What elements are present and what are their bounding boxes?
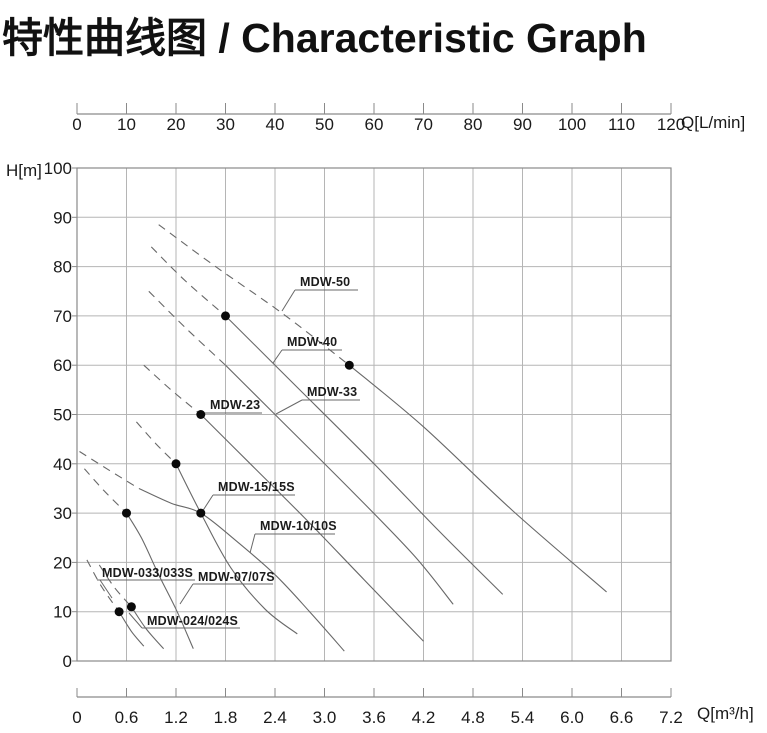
axis-top-tick-label: 30 bbox=[216, 115, 235, 134]
pump-curve-dashed-MDW-15/15S bbox=[135, 421, 177, 465]
axis-left-tick-label: 80 bbox=[53, 258, 72, 277]
axis-bottom-unit-label: Q[m³/h] bbox=[697, 704, 754, 723]
duty-points bbox=[114, 311, 354, 617]
duty-point-MDW-07/07S bbox=[122, 508, 131, 518]
pump-curve-solid-MDW-15/15S bbox=[175, 463, 298, 635]
plot-grid bbox=[76, 167, 672, 662]
axis-bottom-tick-label: 7.2 bbox=[659, 708, 683, 727]
pump-curve-dashed-MDW-23 bbox=[143, 364, 202, 415]
curve-label-MDW-15/15S: MDW-15/15S bbox=[218, 480, 295, 494]
pump-curve-dashed-MDW-07/07S bbox=[83, 468, 127, 514]
curve-labels: MDW-50 MDW-40 MDW-33 MDW-23 MDW-15/15S MDW-10… bbox=[97, 275, 360, 629]
label-leader-MDW-15/15S bbox=[201, 494, 214, 513]
axis-top-tick-label: 40 bbox=[266, 115, 285, 134]
pump-curve-dashed-MDW-50 bbox=[158, 224, 350, 366]
axis-bottom-tick-label: 3.0 bbox=[313, 708, 337, 727]
axis-bottom-tick-label: 6.6 bbox=[610, 708, 634, 727]
duty-point-MDW-024/024S bbox=[114, 607, 124, 617]
axis-bottom-tick-label: 3.6 bbox=[362, 708, 386, 727]
duty-point-MDW-50 bbox=[344, 360, 354, 370]
axis-left-tick-label: 30 bbox=[53, 504, 72, 523]
axis-bottom-tick-label: 1.8 bbox=[214, 708, 238, 727]
axis-top-tick-label: 60 bbox=[365, 115, 384, 134]
axis-bottom-tick-label: 1.2 bbox=[164, 708, 188, 727]
axis-top-tick-label: 120 bbox=[657, 115, 685, 134]
axis-top-tick-label: 0 bbox=[72, 115, 81, 134]
axis-left-tick-label: 60 bbox=[53, 356, 72, 375]
pump-curves bbox=[79, 224, 607, 652]
pump-curve-solid-MDW-33 bbox=[225, 364, 454, 605]
pump-curve-dashed-MDW-033/033S bbox=[98, 564, 132, 608]
axis-left-tick-label: 50 bbox=[53, 406, 72, 425]
axis-top-tick-label: 90 bbox=[513, 115, 532, 134]
pump-curve-solid-MDW-40 bbox=[225, 315, 504, 595]
axis-top-tick-label: 70 bbox=[414, 115, 433, 134]
axis-top-tick-label: 80 bbox=[464, 115, 483, 134]
curve-label-MDW-50: MDW-50 bbox=[300, 275, 350, 289]
label-leader-MDW-024/024S bbox=[128, 612, 143, 629]
label-leader-MDW-50 bbox=[281, 289, 296, 312]
page-title: 特性曲线图 / Characteristic Graph bbox=[2, 15, 647, 61]
pump-curve-dashed-MDW-40 bbox=[150, 246, 226, 317]
pump-curve-solid-MDW-10/10S bbox=[138, 487, 345, 652]
label-leader-MDW-10/10S bbox=[249, 533, 256, 554]
axis-left-tick-label: 40 bbox=[53, 455, 72, 474]
duty-point-MDW-23 bbox=[196, 410, 206, 419]
pump-curve-solid-MDW-50 bbox=[348, 364, 607, 593]
curve-label-MDW-33: MDW-33 bbox=[307, 385, 357, 399]
pump-curve-dashed-MDW-33 bbox=[148, 290, 226, 366]
axis-bottom-tick-label: 0.6 bbox=[115, 708, 139, 727]
duty-point-MDW-033/033S bbox=[126, 602, 136, 612]
axis-top-tick-label: 10 bbox=[117, 115, 136, 134]
axis-left-unit-label: H[m] bbox=[6, 161, 42, 180]
axis-bottom-tick-label: 4.8 bbox=[461, 708, 485, 727]
curve-label-MDW-07/07S: MDW-07/07S bbox=[198, 570, 275, 584]
duty-point-MDW-40 bbox=[221, 311, 230, 321]
axis-bottom-tick-label: 0 bbox=[72, 708, 81, 727]
axis-bottom: Q[m³/h] 0 0.6 1.2 1.8 2.4 3.0 3.6 4.2 4.8 5.4 6.0 6… bbox=[72, 688, 754, 727]
axis-top-tick-label: 100 bbox=[558, 115, 586, 134]
pump-curve-solid-MDW-23 bbox=[200, 414, 424, 642]
pump-curve-solid-MDW-033/033S bbox=[130, 606, 165, 650]
label-leader-MDW-33 bbox=[275, 399, 303, 415]
axis-left-tick-label: 10 bbox=[53, 603, 72, 622]
axis-left-tick-label: 20 bbox=[53, 553, 72, 572]
label-leader-MDW-40 bbox=[272, 349, 283, 364]
curve-label-MDW-10/10S: MDW-10/10S bbox=[260, 519, 337, 533]
curve-label-MDW-024/024S: MDW-024/024S bbox=[147, 614, 238, 628]
axis-bottom-tick-label: 5.4 bbox=[511, 708, 535, 727]
axis-top-unit-label: Q[L/min] bbox=[681, 113, 745, 132]
pump-curve-dashed-MDW-024/024S bbox=[86, 559, 120, 613]
axis-left-tick-label: 90 bbox=[53, 208, 72, 227]
curve-label-MDW-40: MDW-40 bbox=[287, 335, 337, 349]
duty-point-MDW-15/15S bbox=[171, 459, 181, 469]
curve-label-MDW-033/033S: MDW-033/033S bbox=[102, 566, 193, 580]
pump-curve-solid-MDW-024/024S bbox=[118, 611, 145, 647]
axis-top-tick-label: 110 bbox=[608, 115, 635, 134]
axis-top-tick-label: 20 bbox=[167, 115, 186, 134]
duty-point-MDW-10/10S bbox=[196, 508, 206, 518]
axis-bottom-tick-label: 6.0 bbox=[560, 708, 584, 727]
axis-left-tick-label: 100 bbox=[44, 159, 72, 178]
axis-top-tick-label: 50 bbox=[315, 115, 334, 134]
axis-top: Q[L/min] 0 10 20 30 40 50 60 70 80 90 100 110 120 bbox=[72, 103, 745, 134]
curve-label-MDW-23: MDW-23 bbox=[210, 398, 260, 412]
axis-bottom-tick-label: 2.4 bbox=[263, 708, 287, 727]
label-leader-MDW-07/07S bbox=[179, 583, 194, 605]
pump-curve-dashed-MDW-10/10S bbox=[79, 451, 140, 489]
label-leader-MDW-033/033S bbox=[99, 579, 113, 599]
axis-left-tick-label: 0 bbox=[63, 652, 72, 671]
axis-left-tick-label: 70 bbox=[53, 307, 72, 326]
pump-curve-solid-MDW-07/07S bbox=[126, 512, 194, 649]
axis-bottom-tick-label: 4.2 bbox=[412, 708, 436, 727]
